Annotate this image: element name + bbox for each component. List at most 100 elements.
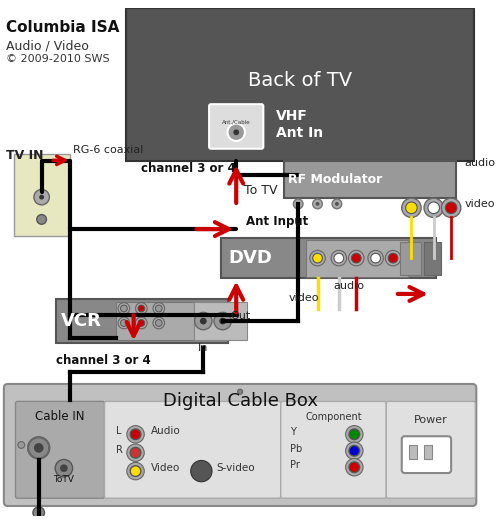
Circle shape: [352, 253, 361, 263]
FancyBboxPatch shape: [386, 401, 475, 498]
Circle shape: [200, 318, 207, 324]
Text: L: L: [116, 427, 122, 436]
Circle shape: [138, 320, 145, 326]
Circle shape: [118, 303, 129, 314]
Circle shape: [349, 462, 360, 473]
Text: video: video: [465, 199, 495, 209]
Text: Y: Y: [290, 428, 296, 438]
Text: Ant Input: Ant Input: [246, 215, 308, 228]
Text: Component: Component: [306, 412, 363, 422]
FancyBboxPatch shape: [194, 302, 247, 341]
FancyBboxPatch shape: [15, 401, 105, 498]
Text: S-video: S-video: [217, 463, 255, 473]
Circle shape: [191, 461, 212, 482]
Circle shape: [39, 195, 44, 200]
Circle shape: [37, 214, 46, 224]
FancyBboxPatch shape: [284, 161, 456, 198]
Text: © 2009-2010 SWS: © 2009-2010 SWS: [6, 54, 110, 64]
Circle shape: [138, 305, 145, 312]
Circle shape: [127, 444, 144, 462]
FancyBboxPatch shape: [402, 436, 451, 473]
Circle shape: [155, 320, 162, 326]
Circle shape: [456, 442, 462, 449]
Text: DVD: DVD: [229, 249, 272, 267]
Circle shape: [349, 429, 360, 440]
Circle shape: [296, 202, 300, 206]
Text: channel 3 or 4: channel 3 or 4: [56, 354, 151, 367]
Text: Columbia ISA: Columbia ISA: [6, 20, 119, 35]
Circle shape: [118, 317, 129, 329]
FancyBboxPatch shape: [56, 299, 229, 343]
Text: VHF
Ant In: VHF Ant In: [276, 110, 323, 139]
Text: R: R: [116, 445, 123, 455]
Circle shape: [121, 305, 127, 312]
Circle shape: [310, 250, 325, 266]
Circle shape: [388, 253, 398, 263]
Circle shape: [346, 442, 363, 460]
Circle shape: [214, 312, 232, 330]
Circle shape: [219, 318, 226, 324]
Circle shape: [332, 199, 342, 209]
Circle shape: [135, 317, 147, 329]
Text: audio: audio: [333, 281, 364, 291]
Text: In: In: [198, 343, 209, 353]
Bar: [424, 445, 432, 460]
FancyBboxPatch shape: [281, 401, 386, 498]
Circle shape: [130, 429, 141, 440]
FancyBboxPatch shape: [4, 384, 476, 506]
Circle shape: [121, 320, 127, 326]
Circle shape: [153, 317, 164, 329]
Circle shape: [238, 389, 243, 394]
Text: Back of TV: Back of TV: [248, 71, 352, 91]
FancyBboxPatch shape: [116, 302, 194, 341]
Circle shape: [18, 442, 25, 449]
Circle shape: [28, 437, 49, 458]
Text: Pr: Pr: [290, 460, 300, 471]
Circle shape: [155, 305, 162, 312]
Circle shape: [441, 198, 461, 217]
Circle shape: [385, 250, 401, 266]
FancyBboxPatch shape: [306, 240, 407, 277]
Circle shape: [402, 198, 421, 217]
Circle shape: [33, 507, 44, 519]
FancyBboxPatch shape: [209, 104, 263, 149]
Circle shape: [130, 466, 141, 476]
Circle shape: [445, 202, 457, 214]
Circle shape: [313, 199, 322, 209]
Circle shape: [127, 462, 144, 480]
Circle shape: [331, 250, 347, 266]
Circle shape: [371, 253, 380, 263]
Circle shape: [368, 250, 383, 266]
FancyBboxPatch shape: [400, 242, 421, 275]
FancyBboxPatch shape: [221, 238, 436, 278]
Bar: [409, 445, 417, 460]
Text: RG-6 coaxial: RG-6 coaxial: [73, 145, 143, 155]
Circle shape: [316, 202, 320, 206]
Circle shape: [60, 464, 68, 472]
Circle shape: [195, 312, 212, 330]
FancyBboxPatch shape: [105, 401, 281, 498]
Text: To TV: To TV: [244, 184, 277, 197]
Text: ToTV: ToTV: [53, 475, 74, 484]
Circle shape: [34, 189, 49, 205]
Circle shape: [313, 253, 322, 263]
Text: Power: Power: [414, 415, 448, 425]
Circle shape: [55, 460, 73, 477]
Text: Video: Video: [151, 463, 180, 473]
Text: Out: Out: [231, 311, 250, 321]
Text: Cable IN: Cable IN: [35, 410, 85, 423]
Circle shape: [349, 445, 360, 456]
FancyBboxPatch shape: [126, 8, 475, 161]
Circle shape: [334, 253, 344, 263]
Circle shape: [130, 447, 141, 458]
Circle shape: [424, 198, 443, 217]
Circle shape: [293, 199, 303, 209]
Circle shape: [127, 425, 144, 443]
Text: Ant./Cable: Ant./Cable: [222, 119, 250, 124]
Text: TV IN: TV IN: [6, 149, 43, 162]
Circle shape: [153, 303, 164, 314]
Circle shape: [428, 202, 440, 214]
Text: video: video: [289, 293, 319, 303]
Text: VCR: VCR: [61, 312, 102, 330]
Circle shape: [228, 124, 245, 141]
